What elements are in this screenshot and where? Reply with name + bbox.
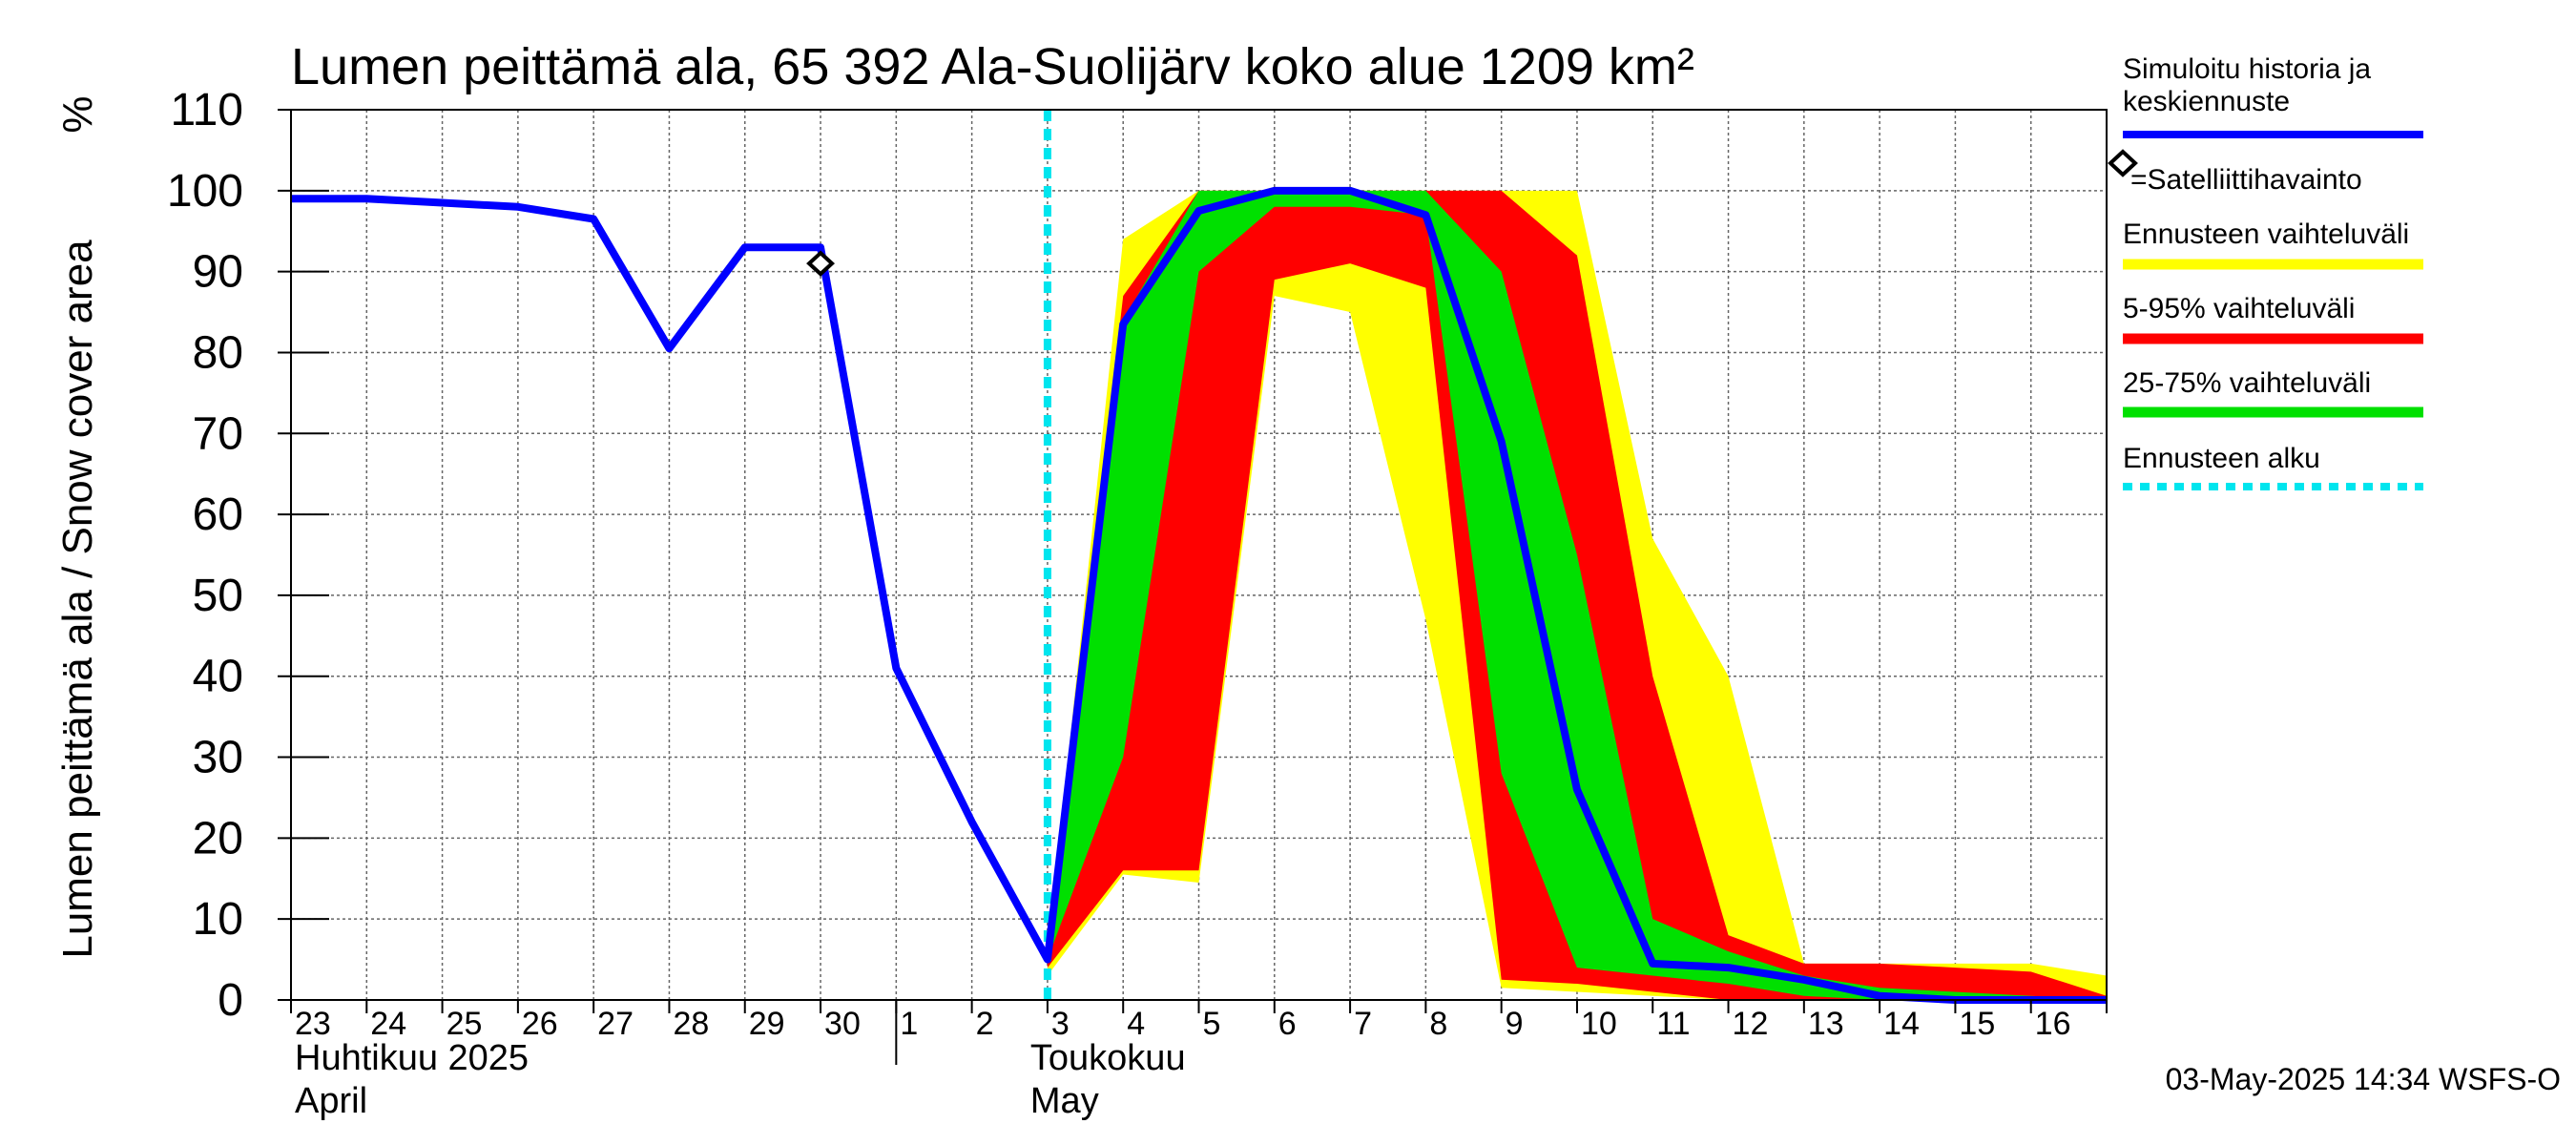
x-tick-label: 9: [1506, 1006, 1524, 1042]
y-tick-label: 40: [193, 652, 243, 702]
footer-timestamp: 03-May-2025 14:34 WSFS-O: [2166, 1062, 2561, 1096]
chart-title: Lumen peittämä ala, 65 392 Ala-Suolijärv…: [291, 38, 1694, 95]
x-tick-label: 29: [749, 1006, 785, 1042]
forecast-bands: [1047, 190, 2107, 1000]
median-line: [291, 186, 2107, 1004]
month-label-english: April: [295, 1081, 367, 1121]
x-tick-label: 5: [1203, 1006, 1221, 1042]
legend-label: Ennusteen alku: [2123, 443, 2320, 474]
x-tick-label: 2: [976, 1006, 994, 1042]
y-tick-label: 20: [193, 813, 243, 864]
x-tick-label: 15: [1959, 1006, 1995, 1042]
x-tick-label: 1: [900, 1006, 918, 1042]
legend-symbol-satellite: [2108, 149, 2138, 177]
legend-label: 25-75% vaihteluväli: [2123, 367, 2371, 399]
band-25-75-vaihteluv-li: [1047, 190, 2107, 1000]
y-tick-label: 100: [167, 166, 243, 217]
y-tick-label: 10: [193, 894, 243, 945]
satellite-observation-marker: [806, 250, 836, 277]
x-tick-label: 10: [1581, 1006, 1617, 1042]
y-unit-label: %: [54, 95, 101, 133]
x-tick-label: 8: [1429, 1006, 1447, 1042]
legend-label: keskiennuste: [2123, 86, 2290, 117]
x-tick-label: 30: [824, 1006, 861, 1042]
x-tick-label: 13: [1808, 1006, 1844, 1042]
y-tick-label: 80: [193, 327, 243, 378]
legend-label: Ennusteen vaihteluväli: [2123, 219, 2409, 250]
x-tick-label: 14: [1883, 1006, 1920, 1042]
month-label: Huhtikuu 2025: [295, 1038, 529, 1078]
y-tick-label: 110: [170, 85, 243, 135]
legend-label: 5-95% vaihteluväli: [2123, 293, 2355, 324]
y-axis-label: Lumen peittämä ala / Snow cover area: [54, 239, 101, 959]
month-label: Toukokuu: [1030, 1038, 1186, 1078]
x-tick-label: 3: [1051, 1006, 1070, 1042]
series-lines: [291, 110, 2107, 1004]
month-label-english: May: [1030, 1081, 1099, 1121]
x-tick-label: 27: [597, 1006, 634, 1042]
x-tick-label: 28: [673, 1006, 709, 1042]
y-tick-label: 90: [193, 247, 243, 298]
y-tick-label: 60: [193, 489, 243, 540]
x-tick-label: 12: [1733, 1006, 1769, 1042]
x-tick-label: 16: [2035, 1006, 2071, 1042]
y-tick-label: 0: [218, 975, 243, 1026]
legend-label: Simuloitu historia ja: [2123, 53, 2371, 85]
x-tick-label: 26: [522, 1006, 558, 1042]
x-tick-label: 23: [295, 1006, 331, 1042]
y-tick-label: 70: [193, 408, 243, 459]
x-tick-label: 11: [1656, 1006, 1690, 1042]
x-tick-label: 7: [1354, 1006, 1372, 1042]
legend-label: =Satelliittihavainto: [2130, 164, 2362, 196]
x-tick-label: 4: [1127, 1006, 1145, 1042]
y-tick-label: 30: [193, 733, 243, 783]
x-tick-label: 25: [447, 1006, 483, 1042]
x-tick-label: 6: [1278, 1006, 1297, 1042]
x-tick-label: 24: [370, 1006, 406, 1042]
y-tick-label: 50: [193, 571, 243, 621]
